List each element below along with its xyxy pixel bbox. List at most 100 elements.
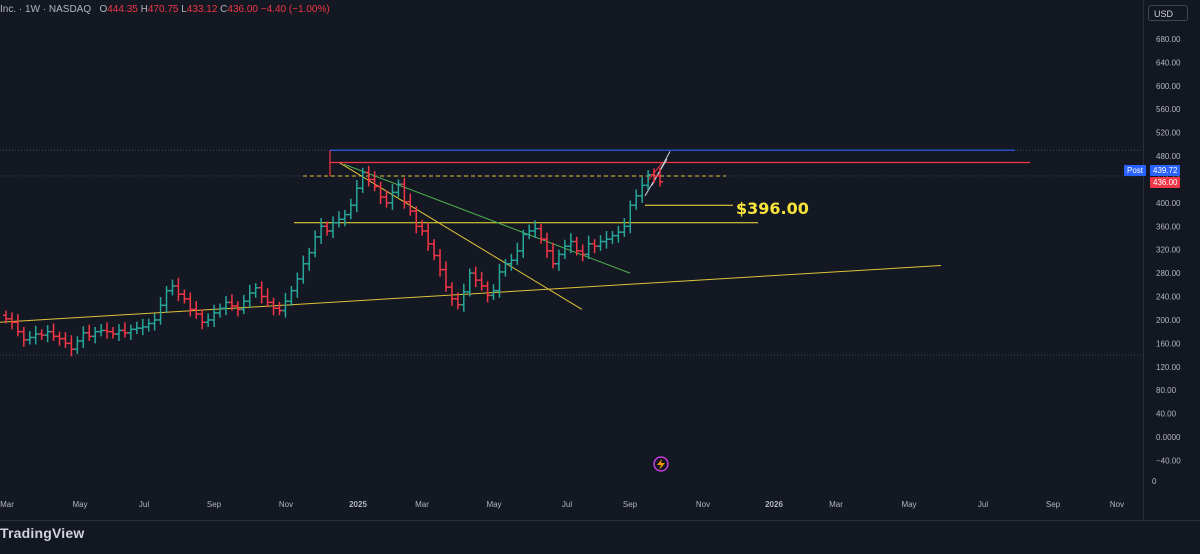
ohlc-bar[interactable] xyxy=(466,268,473,297)
chart-area[interactable]: Mar May Jul Sep Nov 2025 Mar May Jul Sep Nov 2026 Ma… xyxy=(0,0,1144,520)
ohlc-bar[interactable] xyxy=(50,323,57,342)
ohlc-bar[interactable] xyxy=(526,224,533,240)
ohlc-bar[interactable] xyxy=(538,223,545,244)
tradingview-logo[interactable]: TradingView xyxy=(0,525,85,541)
ohlc-bar[interactable] xyxy=(151,313,158,331)
ohlc-bar[interactable] xyxy=(32,325,39,345)
ohlc-bar[interactable] xyxy=(627,200,634,234)
ohlc-bar[interactable] xyxy=(413,206,420,234)
ohlc-bar[interactable] xyxy=(240,294,247,315)
ohlc-bar[interactable] xyxy=(74,336,81,354)
ohlc-bar[interactable] xyxy=(460,283,467,312)
ohlc-bar[interactable] xyxy=(377,181,384,205)
ohlc-bar[interactable] xyxy=(318,218,325,244)
price-axis[interactable]: 680.00640.00600.00560.00520.00480.00440.… xyxy=(1144,0,1200,520)
currency-button[interactable]: USD xyxy=(1148,5,1188,21)
ohlc-bar[interactable] xyxy=(288,285,295,306)
ohlc-bar[interactable] xyxy=(282,293,289,318)
ohlc-bar[interactable] xyxy=(222,295,229,316)
ohlc-bar[interactable] xyxy=(645,170,652,191)
ohlc-bar[interactable] xyxy=(3,310,9,324)
ohlc-bar[interactable] xyxy=(341,209,348,227)
ohlc-bar[interactable] xyxy=(62,332,69,349)
ohlc-bar[interactable] xyxy=(549,242,556,269)
ohlc-bar[interactable] xyxy=(163,285,170,313)
ohlc-bar[interactable] xyxy=(502,259,509,277)
ohlc-bar[interactable] xyxy=(651,168,658,183)
ohlc-bar[interactable] xyxy=(115,324,122,342)
ohlc-bar[interactable] xyxy=(603,230,610,249)
ohlc-bar[interactable] xyxy=(615,225,622,243)
ohlc-bar[interactable] xyxy=(407,193,414,216)
ohlc-bar[interactable] xyxy=(276,301,283,316)
ohlc-bar[interactable] xyxy=(431,239,438,261)
ohlc-bar[interactable] xyxy=(544,232,551,258)
ohlc-bar[interactable] xyxy=(359,167,366,193)
ohlc-bar[interactable] xyxy=(294,272,301,298)
ohlc-bar[interactable] xyxy=(532,220,539,238)
ohlc-bar[interactable] xyxy=(312,230,319,258)
ohlc-bar[interactable] xyxy=(14,314,21,337)
ohlc-bar[interactable] xyxy=(8,312,15,330)
ohlc-bar[interactable] xyxy=(383,190,390,208)
ohlc-bar[interactable] xyxy=(442,261,449,292)
ohlc-bar[interactable] xyxy=(621,218,628,237)
ohlc-bar[interactable] xyxy=(258,281,265,304)
ohlc-bar[interactable] xyxy=(300,255,307,284)
ohlc-bar[interactable] xyxy=(419,219,426,236)
ohlc-bar[interactable] xyxy=(157,297,164,325)
price-chart[interactable]: Mar May Jul Sep Nov 2025 Mar May Jul Sep Nov 2026 Ma… xyxy=(0,0,1143,520)
ohlc-bar[interactable] xyxy=(228,294,235,311)
ohlc-bar[interactable] xyxy=(80,326,87,349)
ohlc-bar[interactable] xyxy=(573,236,580,256)
ohlc-bar[interactable] xyxy=(437,249,444,277)
ohlc-bar[interactable] xyxy=(92,326,99,344)
ohlc-bar[interactable] xyxy=(401,177,408,209)
ohlc-bar[interactable] xyxy=(591,239,598,254)
ohlc-bar[interactable] xyxy=(270,297,277,316)
ohlc-bar[interactable] xyxy=(44,325,51,343)
ohlc-bar[interactable] xyxy=(520,229,527,258)
ohlc-bar[interactable] xyxy=(597,235,604,251)
ohlc-bar[interactable] xyxy=(484,281,491,303)
ohlc-bar[interactable] xyxy=(371,171,378,192)
ohlc-bar[interactable] xyxy=(145,318,152,332)
ohlc-bar[interactable] xyxy=(246,284,253,309)
ohlc-bar[interactable] xyxy=(579,244,586,262)
channel-line-red[interactable] xyxy=(647,162,663,181)
ohlc-bar[interactable] xyxy=(335,211,342,228)
ohlc-bar[interactable] xyxy=(639,177,646,203)
ohlc-bar[interactable] xyxy=(211,304,218,327)
ohlc-bar[interactable] xyxy=(365,166,372,187)
ohlc-bar[interactable] xyxy=(104,322,111,339)
ohlc-bar[interactable] xyxy=(199,309,206,330)
ohlc-bar[interactable] xyxy=(193,301,200,319)
ohlc-bar[interactable] xyxy=(472,266,479,288)
ohlc-bar[interactable] xyxy=(555,249,562,271)
descending-trendline-green[interactable] xyxy=(343,163,631,274)
ascending-trendline[interactable] xyxy=(0,265,942,323)
ohlc-bar[interactable] xyxy=(217,303,224,318)
ohlc-bar[interactable] xyxy=(264,288,271,308)
ohlc-bar[interactable] xyxy=(38,329,45,340)
ohlc-bar[interactable] xyxy=(169,279,176,296)
ohlc-bar[interactable] xyxy=(86,324,93,342)
ohlc-bar[interactable] xyxy=(347,198,354,220)
ohlc-bar[interactable] xyxy=(425,222,432,251)
ohlc-bar[interactable] xyxy=(454,292,461,310)
ohlc-bar[interactable] xyxy=(585,235,592,260)
ohlc-bar[interactable] xyxy=(633,189,640,210)
ohlc-bar[interactable] xyxy=(490,284,497,301)
ohlc-bar[interactable] xyxy=(496,263,503,298)
price-annotation[interactable]: $396.00 xyxy=(736,199,809,218)
ohlc-bar[interactable] xyxy=(121,322,128,338)
ohlc-bar[interactable] xyxy=(139,318,146,336)
ohlc-bar[interactable] xyxy=(68,335,75,357)
ohlc-bar[interactable] xyxy=(448,282,455,306)
ohlc-bar[interactable] xyxy=(389,184,396,210)
ohlc-bar[interactable] xyxy=(353,180,360,213)
channel-line-upper[interactable] xyxy=(651,151,671,186)
ohlc-bar[interactable] xyxy=(508,253,515,271)
ohlc-bar[interactable] xyxy=(56,331,63,346)
ohlc-bar[interactable] xyxy=(26,331,33,345)
